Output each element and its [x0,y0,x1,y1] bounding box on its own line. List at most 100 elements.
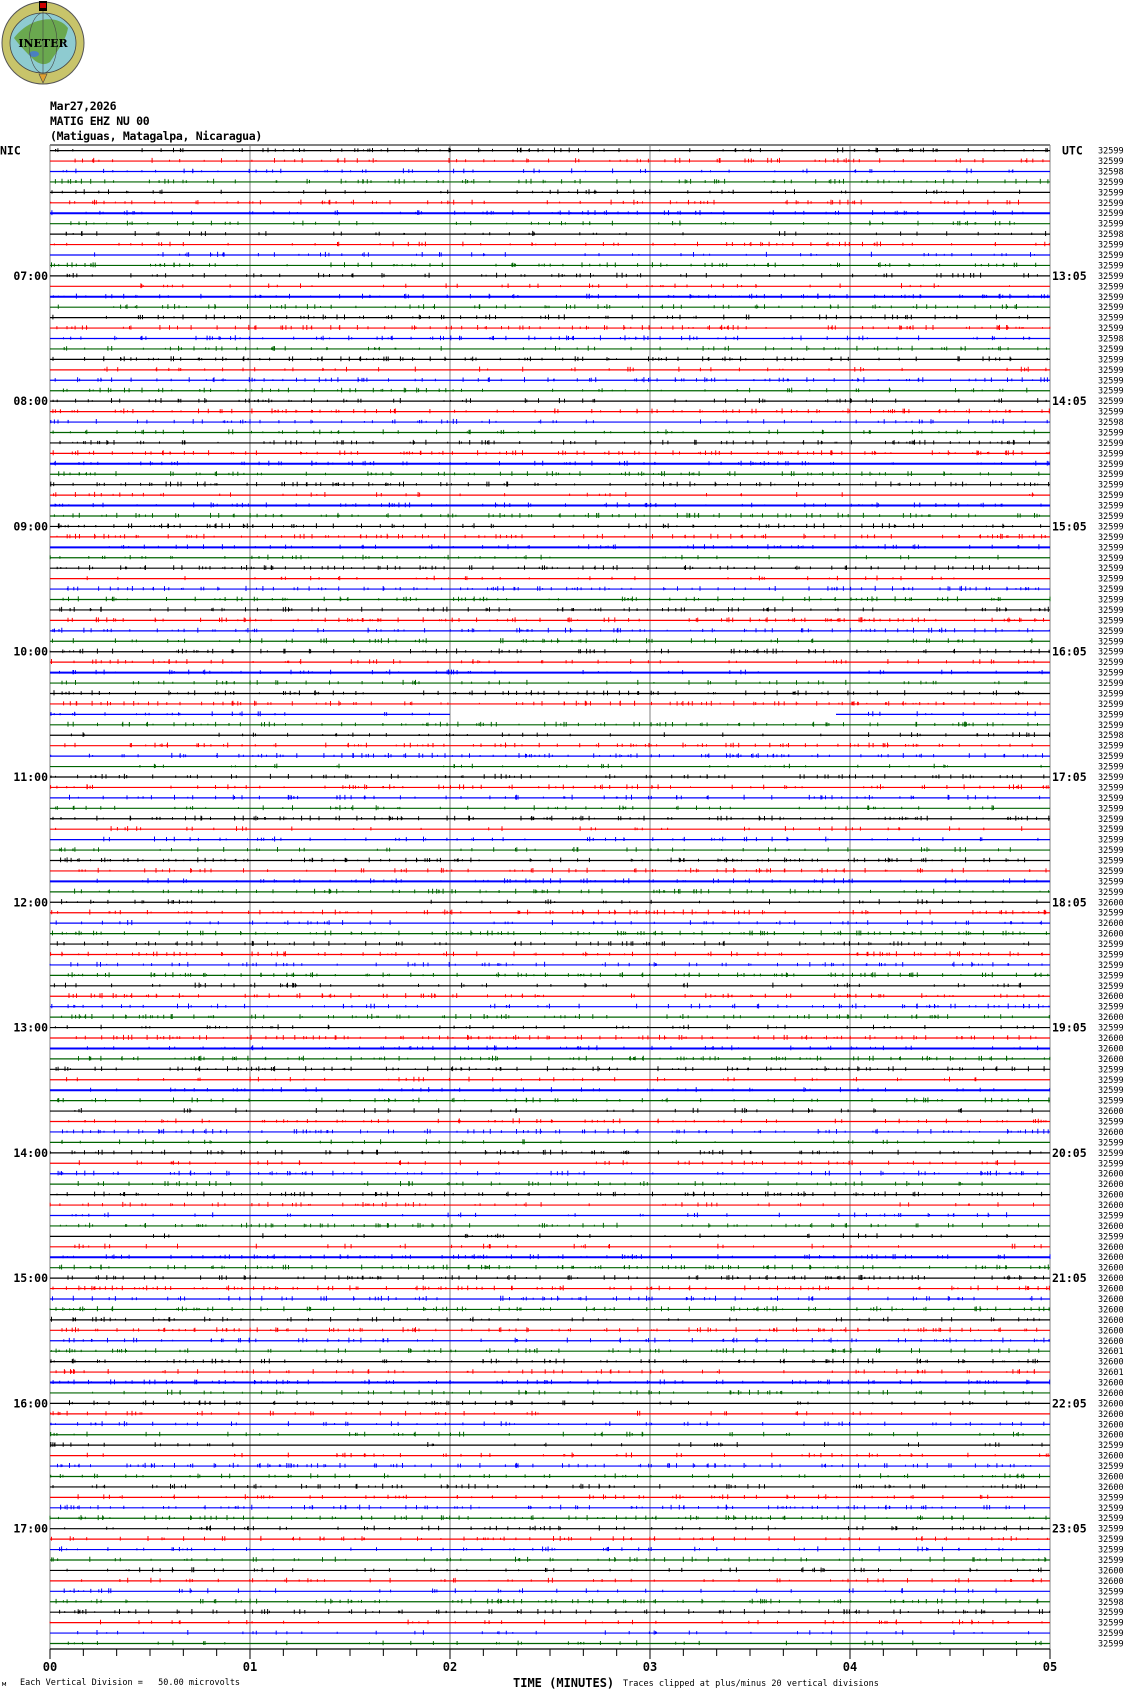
trace-noise [55,1066,1045,1072]
row-value-label: 32599 [1098,585,1124,595]
row-value-label: 32599 [1098,575,1124,585]
trace-noise [61,899,1038,905]
nic-hour-label: 12:00 [13,895,48,909]
x-axis-label: TIME (MINUTES) [513,1676,615,1690]
nic-hour-label: 08:00 [13,394,48,408]
trace-noise [78,1055,1051,1061]
scale-mark-icon: м [2,1680,7,1688]
row-value-label: 32600 [1098,1128,1124,1138]
nic-timezone-label: NIC [0,144,21,158]
row-value-label: 32599 [1098,888,1124,898]
trace-noise [54,502,1042,508]
trace-noise [62,596,1051,602]
row-value-label: 32599 [1098,804,1124,814]
row-value-label: 32600 [1098,1577,1124,1587]
row-value-label: 32599 [1098,1587,1124,1597]
trace-noise [51,189,1021,195]
trace-noise [51,1316,1040,1322]
row-value-label: 32600 [1098,1379,1124,1389]
row-value-label: 32599 [1098,752,1124,762]
trace-noise [52,398,1047,404]
row-value-label: 32600 [1098,1483,1124,1493]
row-value-label: 32598 [1098,335,1124,345]
row-value-label: 32599 [1098,439,1124,449]
trace-noise [68,993,1044,999]
trace-noise [51,1556,1047,1562]
trace-noise [109,1233,1037,1239]
trace-noise [50,951,1043,957]
trace-noise [74,157,1044,163]
trace-noise [69,1400,1030,1406]
trace-noise [55,1369,1035,1374]
trace-noise [54,377,1048,383]
trace-noise [59,1264,1049,1270]
row-value-label: 32599 [1098,1556,1124,1566]
row-value-label: 32599 [1098,1619,1124,1629]
trace-noise [67,721,1038,727]
row-value-label: 32599 [1098,606,1124,616]
trace-noise [53,512,1040,518]
trace-noise [51,1003,1050,1009]
trace-noise [65,230,1047,236]
row-value-label: 32599 [1098,950,1124,960]
row-value-label: 32599 [1098,188,1124,198]
trace-noise [49,1619,1043,1625]
row-value-label: 32599 [1098,1086,1124,1096]
trace-noise [81,1577,1042,1583]
row-value-label: 32599 [1098,596,1124,606]
trace-noise [78,867,1047,873]
x-tick-label: 02 [443,1660,457,1674]
clip-note: Traces clipped at plus/minus 20 vertical… [623,1679,879,1689]
row-value-label: 32600 [1098,1044,1124,1054]
row-value-label: 32599 [1098,783,1124,793]
trace-noise [50,1348,1040,1354]
trace-noise [64,1525,1043,1531]
trace-noise [56,533,1046,539]
row-value-label: 32599 [1098,763,1124,773]
row-value-label: 32599 [1098,345,1124,355]
row-value-label: 32600 [1098,1253,1124,1263]
station-label: MATIG EHZ NU 00 [50,114,150,128]
trace-noise [50,711,1036,717]
row-value-label: 32599 [1098,355,1124,365]
row-value-label: 32599 [1098,689,1124,699]
trace-noise [67,1640,1042,1646]
row-value-label: 32599 [1098,773,1124,783]
row-value-label: 32599 [1098,1535,1124,1545]
row-value-label: 32599 [1098,147,1124,157]
row-value-label: 32601 [1098,1347,1124,1357]
row-value-label: 32599 [1098,637,1124,647]
row-value-label: 32599 [1098,491,1124,501]
row-value-label: 32599 [1098,387,1124,397]
trace-noise [53,491,1034,497]
utc-hour-label: 15:05 [1052,519,1087,533]
trace-noise [103,836,1039,842]
row-value-label: 32599 [1098,1514,1124,1524]
trace-noise [78,1160,1016,1166]
row-value-label: 32599 [1098,742,1124,752]
nic-hour-label: 14:00 [13,1146,48,1160]
row-value-label: 32599 [1098,543,1124,553]
utc-hour-label: 19:05 [1052,1021,1087,1035]
x-tick-label: 03 [643,1660,657,1674]
utc-hour-label: 22:05 [1052,1396,1087,1410]
row-value-label: 32599 [1098,700,1124,710]
trace-noise [49,1201,1034,1207]
row-value-label: 32599 [1098,261,1124,271]
trace-noise [62,387,1028,393]
trace-noise [50,1358,1038,1364]
trace-noise [51,1535,1048,1541]
row-value-label: 32599 [1098,251,1124,261]
row-value-label: 32599 [1098,366,1124,376]
row-value-label: 32600 [1098,1264,1124,1274]
utc-hour-label: 17:05 [1052,770,1087,784]
trace-noise [51,659,1035,665]
row-value-label: 32600 [1098,1285,1124,1295]
trace-noise [50,1410,951,1416]
trace-noise [70,220,1015,226]
row-value-label: 32600 [1098,1243,1124,1253]
trace-noise [61,679,1028,685]
trace-noise [63,345,1047,351]
trace-noise [49,1149,1042,1155]
